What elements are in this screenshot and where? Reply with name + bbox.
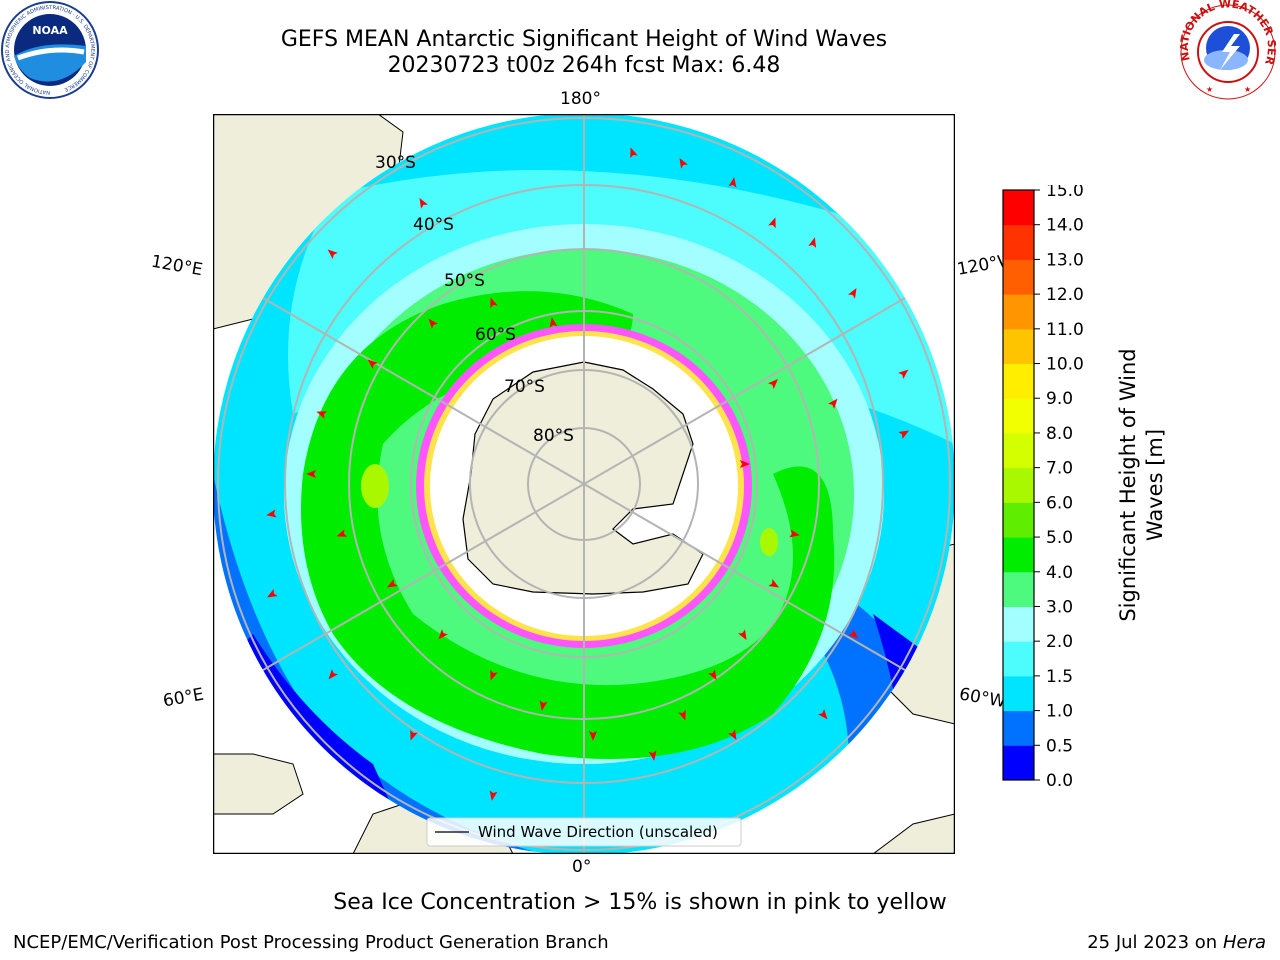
colorbar-tick-label: 11.0 <box>1046 320 1084 340</box>
colorbar-tick-label: 1.0 <box>1046 702 1073 722</box>
graticule <box>213 114 955 854</box>
noaa-logo: NATIONAL OCEANIC AND ATMOSPHERIC ADMINIS… <box>1 1 99 99</box>
svg-text:★: ★ <box>1206 85 1213 94</box>
lon-label-180: 180° <box>560 89 601 109</box>
noaa-logo-text: NOAA <box>32 24 68 37</box>
wind-wave-arrows <box>266 147 910 801</box>
colorbar-tick-label: 4.0 <box>1046 563 1073 583</box>
producer-credit: NCEP/EMC/Verification Post Processing Pr… <box>13 932 609 953</box>
colorbar-tick-label: 3.0 <box>1046 597 1073 617</box>
colorbar-tick-label: 5.0 <box>1046 528 1073 548</box>
colorbar-segment <box>1003 294 1034 330</box>
nws-logo: NATIONAL WEATHER SERVICE ★ ★ <box>1176 0 1278 100</box>
colorbar: 0.0 0.5 1.0 1.5 2.0 3.0 4.0 5.0 6.0 7.0 8.0 9.0 10.0… <box>1002 185 1084 787</box>
max-wave-patch-2 <box>760 528 778 556</box>
colorbar-tick-label: 15.0 <box>1046 185 1084 201</box>
colorbar-tick-label: 6.0 <box>1046 493 1073 513</box>
colorbar-segment <box>1003 606 1034 642</box>
colorbar-segment <box>1003 502 1034 538</box>
colorbar-segment <box>1003 190 1034 226</box>
colorbar-tick-label: 14.0 <box>1046 216 1084 236</box>
madagascar-land <box>213 753 304 815</box>
colorbar-segment <box>1003 467 1034 503</box>
colorbar-segment <box>1003 571 1034 607</box>
sea-ice-caption: Sea Ice Concentration > 15% is shown in … <box>333 890 947 915</box>
colorbar-tick-label: 12.0 <box>1046 285 1084 305</box>
lat-label-30s: 30°S <box>375 153 416 173</box>
colorbar-tick-label: 9.0 <box>1046 389 1073 409</box>
colorbar-segment <box>1003 710 1034 746</box>
map-title: GEFS MEAN Antarctic Significant Height o… <box>280 27 888 52</box>
colorbar-frame <box>1002 189 1035 781</box>
colorbar-tick-label: 1.5 <box>1046 667 1073 687</box>
colorbar-segment <box>1003 328 1034 365</box>
colorbar-segment <box>1003 432 1034 469</box>
map-subtitle: 20230723 t00z 264h fcst Max: 6.48 <box>387 53 781 78</box>
wave-ring-4m <box>301 291 835 759</box>
colorbar-segment <box>1003 537 1034 573</box>
lon-label-120e: 120°E <box>149 251 205 281</box>
colorbar-title: Significant Height of Wind Waves [m] <box>1116 348 1167 622</box>
legend-label: Wind Wave Direction (unscaled) <box>478 823 718 841</box>
lat-label-60s: 60°S <box>475 325 516 345</box>
colorbar-tick-label: 13.0 <box>1046 250 1084 270</box>
south-america-north-land <box>872 813 955 854</box>
colorbar-tick-label: 2.0 <box>1046 632 1073 652</box>
map-frame <box>213 114 955 854</box>
lon-label-120w: 120°W <box>955 252 1005 280</box>
colorbar-tick-label: 0.0 <box>1046 771 1073 787</box>
map-legend: Wind Wave Direction (unscaled) <box>426 817 742 847</box>
max-wave-patch <box>361 464 389 508</box>
lat-label-40s: 40°S <box>413 215 454 235</box>
colorbar-tick-label: 0.5 <box>1046 736 1073 756</box>
generation-host: Hera <box>1222 932 1266 953</box>
antarctic-map: 30°S 40°S 50°S 60°S 70°S 80°S Wind Wave … <box>213 114 955 854</box>
colorbar-tick-label: 7.0 <box>1046 459 1073 479</box>
generation-timestamp: 25 Jul 2023 on Hera <box>1087 932 1266 953</box>
lat-label-70s: 70°S <box>504 377 545 397</box>
colorbar-segment <box>1003 745 1034 781</box>
colorbar-tick-label: 8.0 <box>1046 424 1073 444</box>
lon-label-60w: 60°W <box>957 684 1005 712</box>
lat-label-80s: 80°S <box>533 426 574 446</box>
colorbar-segment <box>1003 363 1034 399</box>
colorbar-tick-label: 10.0 <box>1046 355 1084 375</box>
colorbar-segment <box>1003 675 1034 712</box>
lon-label-0: 0° <box>572 857 592 877</box>
lat-label-50s: 50°S <box>444 271 485 291</box>
colorbar-segment <box>1003 224 1034 260</box>
colorbar-segment <box>1003 259 1034 295</box>
svg-text:★: ★ <box>1244 85 1251 94</box>
generation-date: 25 Jul 2023 on <box>1087 932 1223 953</box>
lon-label-60e: 60°E <box>161 684 206 712</box>
colorbar-segment <box>1003 641 1034 677</box>
colorbar-segment <box>1003 398 1034 434</box>
